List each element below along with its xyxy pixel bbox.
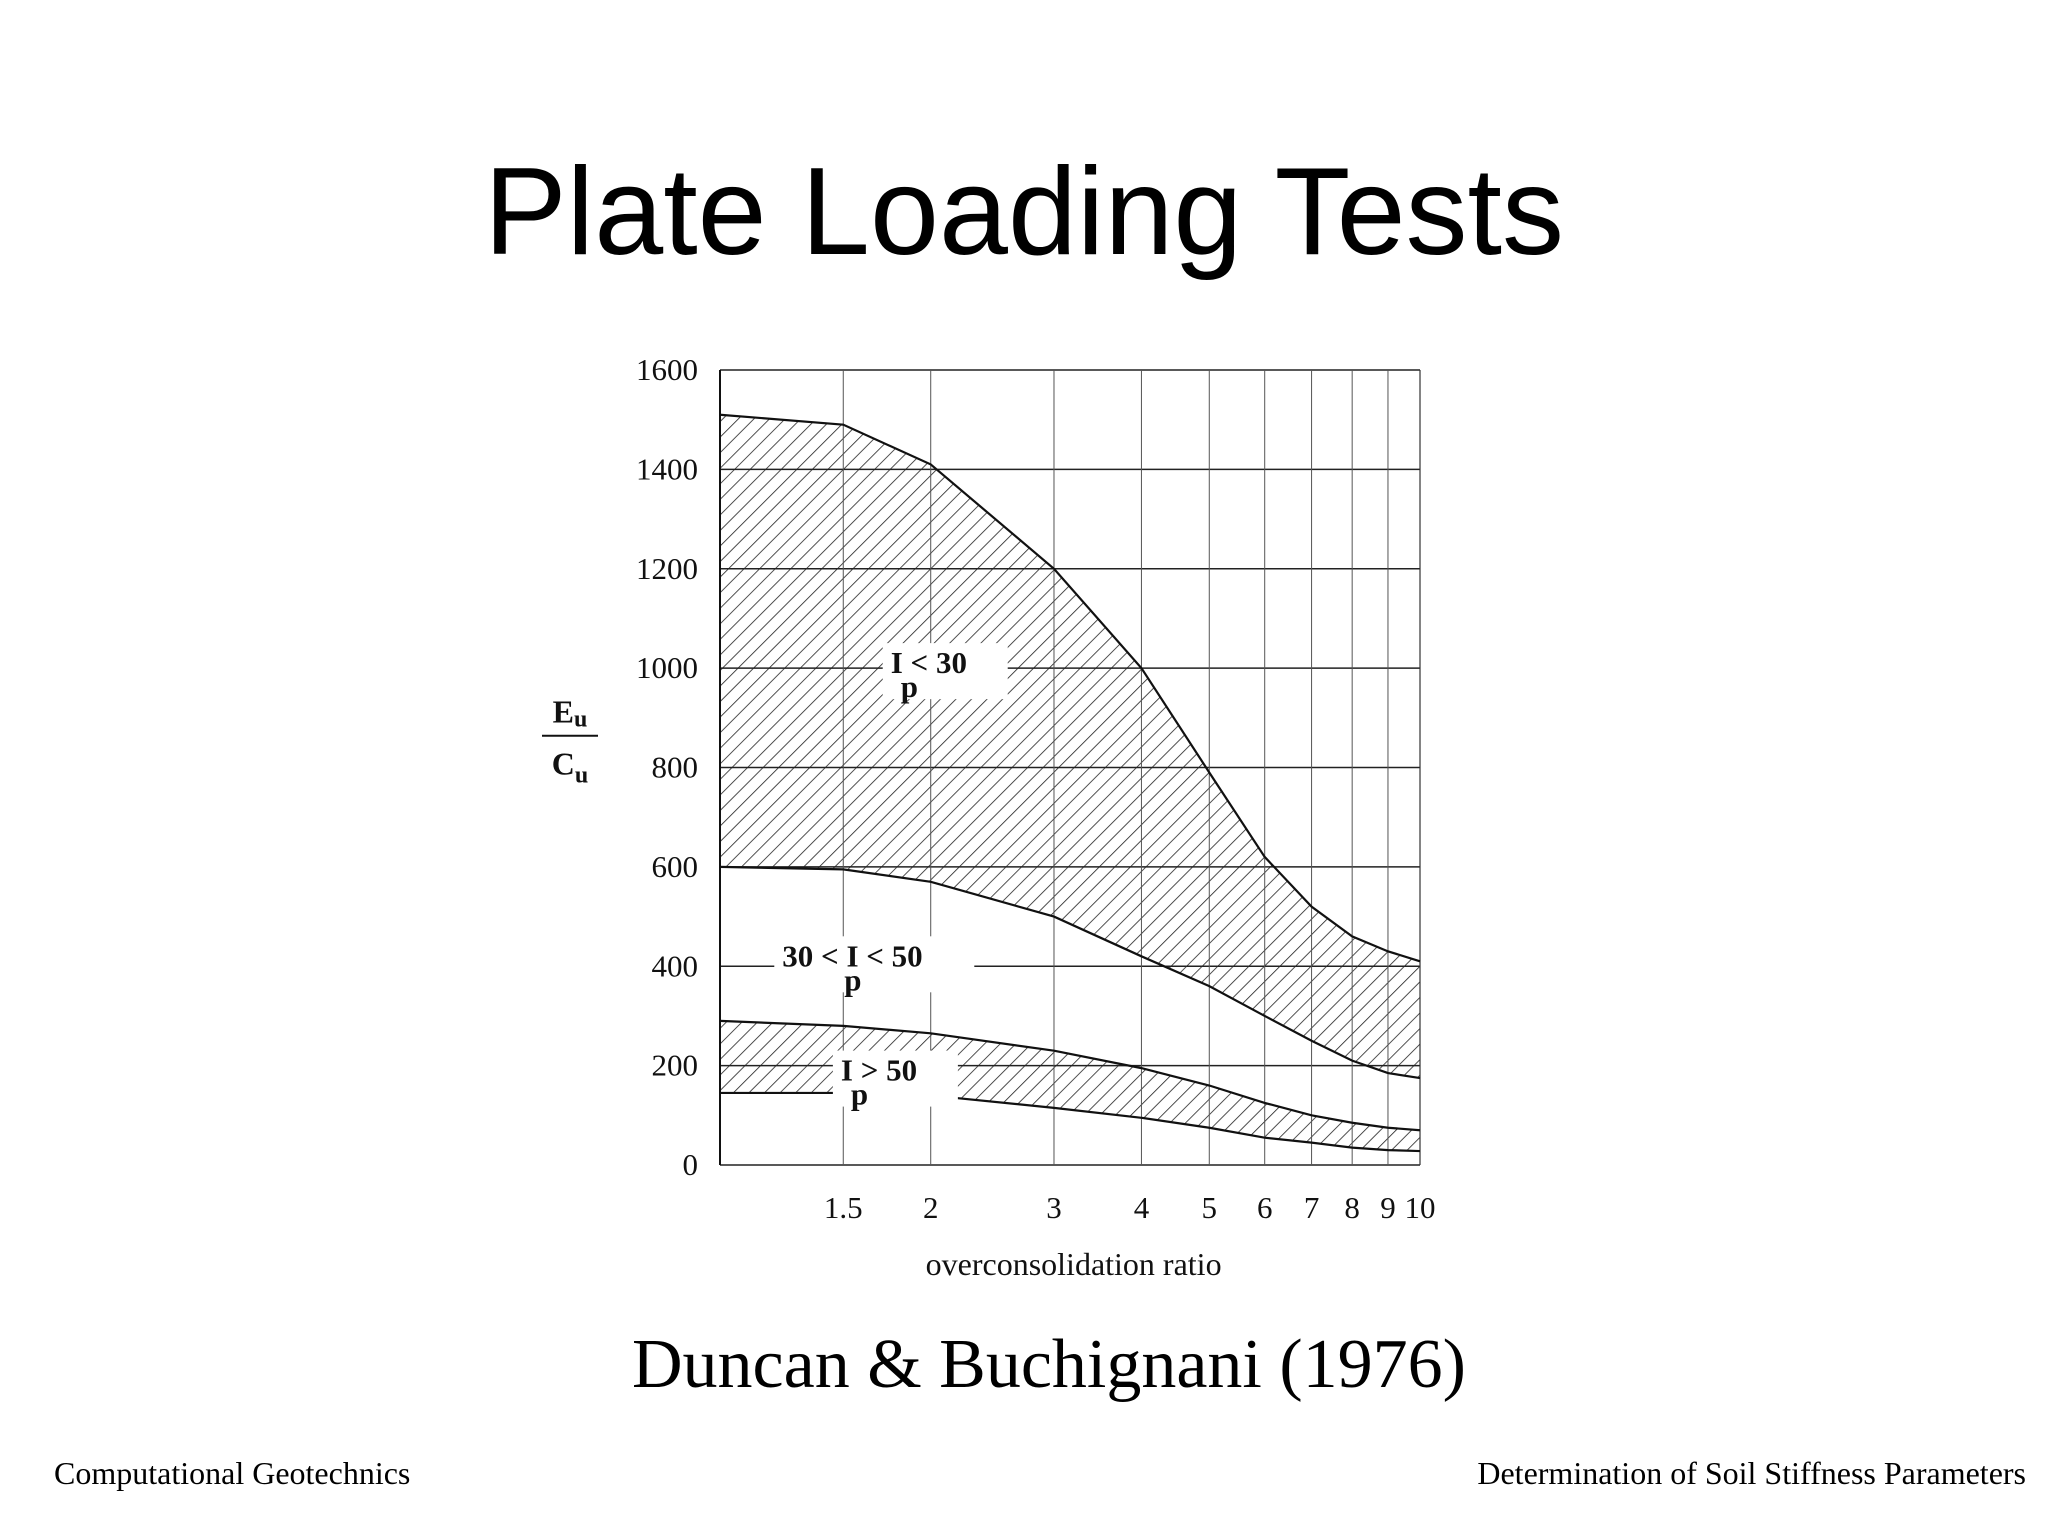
region-label-subscript-0: p xyxy=(901,669,918,704)
y-tick-label: 0 xyxy=(683,1147,699,1182)
region-label-backdrop xyxy=(832,1050,958,1107)
region-label-1: 30 < I < 50 xyxy=(782,938,922,973)
slide-title: Plate Loading Tests xyxy=(483,143,1565,281)
x-tick-labels: 1.5 2 3 4 5 6 7 8 9 10 xyxy=(824,1190,1436,1225)
footer-section-name: Determination of Soil Stiffness Paramete… xyxy=(1477,1455,2026,1491)
x-axis-label: overconsolidation ratio xyxy=(926,1246,1222,1282)
region-label-backdrop xyxy=(774,936,975,993)
y-tick-label: 1200 xyxy=(636,551,698,586)
x-tick-label: 9 xyxy=(1380,1190,1396,1225)
lower-boundary-curve-0 xyxy=(719,865,1421,1080)
region-label-0: I < 30 xyxy=(891,645,967,680)
y-tick-label: 600 xyxy=(652,849,699,884)
x-tick-label: 4 xyxy=(1134,1190,1150,1225)
y-tick-label: 400 xyxy=(652,948,699,983)
y-tick-label: 200 xyxy=(652,1048,699,1083)
y-tick-label: 1400 xyxy=(636,451,698,486)
x-tick-label: 7 xyxy=(1304,1190,1320,1225)
grid-lines xyxy=(719,369,1421,1166)
x-tick-label: 1.5 xyxy=(824,1190,863,1225)
x-tick-label: 2 xyxy=(923,1190,939,1225)
y-tick-labels: 0 200 400 600 800 1000 1200 1400 1600 xyxy=(636,352,698,1182)
x-tick-label: 6 xyxy=(1257,1190,1273,1225)
x-tick-label: 5 xyxy=(1202,1190,1218,1225)
region-label-2: I > 50 xyxy=(841,1053,917,1088)
footer-course-name: Computational Geotechnics xyxy=(54,1455,411,1491)
x-tick-label: 3 xyxy=(1046,1190,1062,1225)
x-tick-label: 8 xyxy=(1344,1190,1360,1225)
hatched-regions xyxy=(720,414,1420,1152)
hatched-region-0 xyxy=(720,414,1420,1079)
y-axis-label-numerator: Eu xyxy=(553,694,588,733)
y-tick-label: 1600 xyxy=(636,352,698,387)
region-label-backdrop xyxy=(882,643,1008,700)
chart-container: 0 200 400 600 800 1000 1200 1400 1600 1.5 2 3 4 5 6 7 8… xyxy=(500,330,1500,1310)
upper-boundary-curve-2 xyxy=(719,1019,1421,1132)
region-label-subscript-2: p xyxy=(851,1077,868,1112)
chart-svg: 0 200 400 600 800 1000 1200 1400 1600 1.5 2 3 4 5 6 7 8… xyxy=(542,352,1436,1282)
y-axis-label-denominator: Cu xyxy=(552,746,588,789)
axis-labels: overconsolidation ratio Eu Cu xyxy=(542,694,1222,1282)
upper-boundary-curve-0 xyxy=(719,413,1421,963)
x-tick-label: 10 xyxy=(1405,1190,1436,1225)
y-tick-label: 1000 xyxy=(636,650,698,685)
figure-source-caption: Duncan & Buchignani (1976) xyxy=(632,1326,1466,1403)
y-tick-label: 800 xyxy=(652,750,699,785)
region-label-subscript-1: p xyxy=(844,962,861,997)
